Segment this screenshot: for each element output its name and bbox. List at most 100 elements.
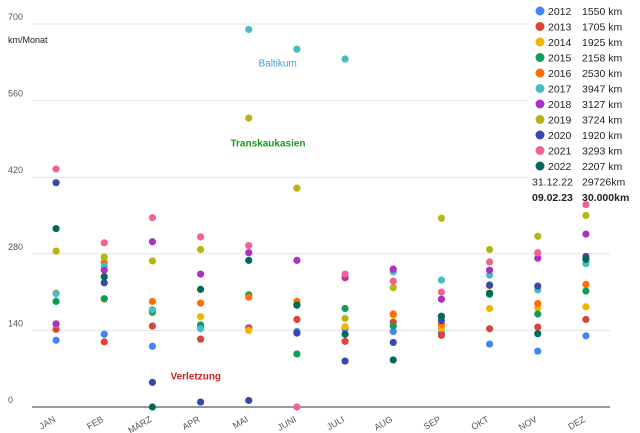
series-2014 [52,295,590,334]
legend-marker [535,99,545,109]
data-point [582,332,590,340]
series-2016 [52,258,590,328]
data-point [245,114,253,122]
x-tick-label: NOV [517,414,539,432]
legend-total: 3724 km [582,115,623,127]
data-point [148,257,157,265]
legend-year: 2012 [548,6,572,18]
x-tick-label: OKT [470,414,491,432]
annotation-label: Baltikum [258,59,296,70]
data-point [437,331,446,339]
y-axis-label: km/Monat [8,35,48,45]
data-point [389,356,397,364]
data-point [341,322,349,331]
series-2022 [52,225,590,411]
legend-date: 31.12.22 [532,177,573,189]
series-2021 [52,165,590,411]
series-2019 [52,114,590,322]
legend-year: 2016 [548,68,572,80]
y-tick-label: 140 [8,318,23,328]
data-point [437,295,446,303]
data-point [293,329,301,337]
data-point [485,340,494,348]
data-point [341,330,349,338]
data-point [245,256,253,264]
series-2017 [52,25,590,333]
annotations: Baltikum Transkaukasien Verletzung [170,59,305,383]
data-point [148,238,157,246]
legend-marker [535,68,545,78]
data-point [100,338,108,346]
data-point [534,299,542,308]
legend-marker [535,161,545,171]
legend-total: 3293 km [582,146,623,158]
data-point [148,403,157,411]
data-point [341,314,349,322]
legend-total: 1925 km [582,37,623,49]
legend-year: 2022 [548,161,572,173]
data-point [485,266,494,274]
data-point [100,266,108,274]
data-point [582,303,590,311]
data-point [582,280,590,289]
x-tick-label: AUG [372,414,394,432]
data-point [245,241,253,250]
legend-year: 2014 [548,37,572,49]
data-point [389,284,397,292]
data-point [389,310,397,318]
x-tick-label: DEZ [566,414,587,432]
series-2015 [52,287,590,358]
data-point [245,249,253,257]
data-point [196,313,205,321]
data-point [293,315,301,324]
legend-total: 3947 km [582,84,623,96]
annotation-label: Transkaukasien [230,139,305,150]
data-point [293,403,301,411]
data-point [341,55,349,63]
data-point [148,306,157,314]
y-tick-label: 420 [8,165,23,175]
data-point [52,320,60,328]
data-point [582,255,590,263]
data-point [52,290,60,298]
x-tick-label: MÄRZ [126,414,154,433]
x-axis-ticks: JAN FEB MÄRZ APR MAI JUNI JULI AUG SEP OKT NOV DEZ [37,414,587,433]
legend-cumulative: 29726km [582,177,625,189]
data-point [196,285,205,293]
data-point [100,295,108,303]
legend-year: 2018 [548,99,572,111]
data-point [341,270,349,278]
data-point [582,287,590,295]
data-point [534,330,542,338]
data-point [196,325,205,333]
legend-marker [535,6,545,16]
data-point [437,312,446,320]
data-point [437,276,446,284]
data-point [293,350,301,358]
data-point [196,245,205,254]
data-point [245,396,253,405]
data-point [534,249,542,257]
legend-year: 2021 [548,146,572,158]
data-point [52,165,60,173]
legend-year: 2015 [548,53,572,65]
data-point [485,289,494,297]
x-tick-label: JULI [325,414,346,432]
data-point [389,277,397,285]
data-point [100,273,108,281]
data-point [485,271,494,279]
legend-marker [535,84,545,93]
data-point [245,25,253,34]
data-point [437,288,446,296]
data-point [582,230,590,238]
y-tick-label: 280 [8,242,23,252]
data-point [534,282,542,290]
data-point [196,335,205,343]
data-point [485,304,494,313]
legend-cumulative: 30.000km [582,192,629,204]
data-point [341,337,349,345]
data-point [148,322,157,330]
data-point [100,239,108,247]
x-tick-label: JUNI [276,414,298,433]
